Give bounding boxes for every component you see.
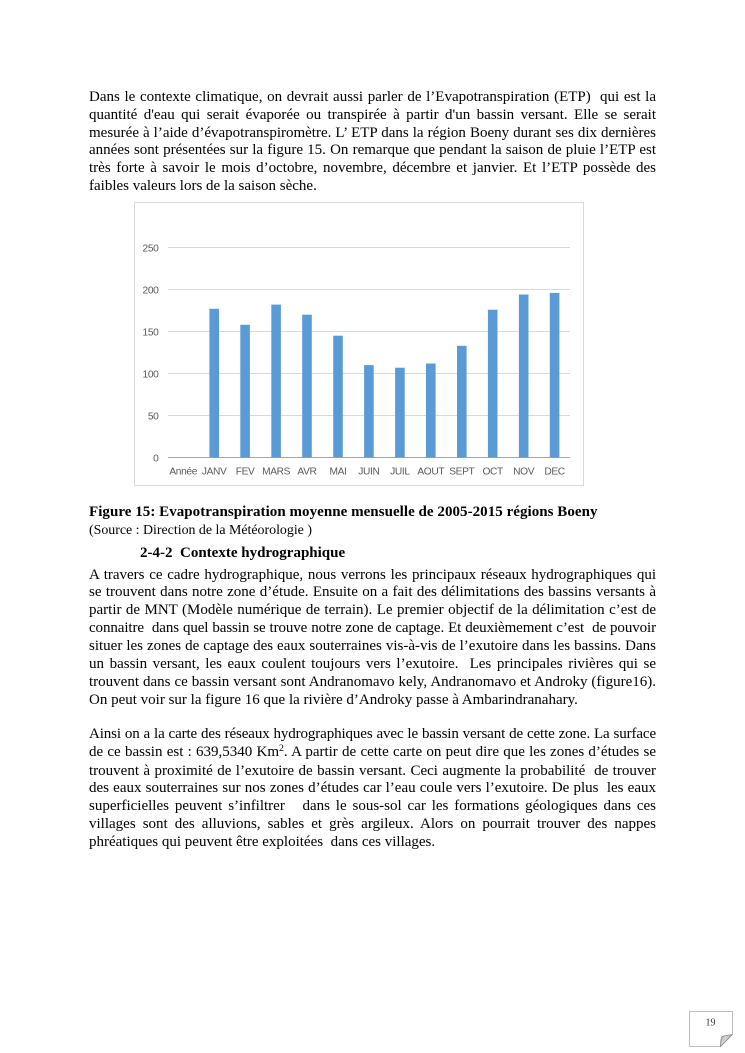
svg-text:DEC: DEC	[544, 466, 564, 477]
svg-text:0: 0	[153, 454, 159, 465]
svg-text:AOUT: AOUT	[417, 466, 444, 477]
svg-text:JUIN: JUIN	[358, 466, 379, 477]
svg-text:Année: Année	[169, 466, 197, 477]
svg-text:MARS: MARS	[262, 466, 291, 477]
svg-text:250: 250	[143, 243, 160, 254]
svg-text:50: 50	[148, 412, 159, 423]
svg-text:150: 150	[143, 327, 160, 338]
svg-text:200: 200	[143, 285, 160, 296]
svg-text:OCT: OCT	[482, 466, 503, 477]
svg-text:JUIL: JUIL	[390, 466, 410, 477]
svg-text:AVR: AVR	[297, 466, 316, 477]
svg-text:SEPT: SEPT	[449, 466, 474, 477]
svg-text:19: 19	[706, 1017, 716, 1028]
svg-text:100: 100	[143, 370, 160, 381]
svg-text:JANV: JANV	[202, 466, 227, 477]
svg-text:FEV: FEV	[236, 466, 255, 477]
svg-text:NOV: NOV	[513, 466, 535, 477]
svg-text:MAI: MAI	[329, 466, 346, 477]
